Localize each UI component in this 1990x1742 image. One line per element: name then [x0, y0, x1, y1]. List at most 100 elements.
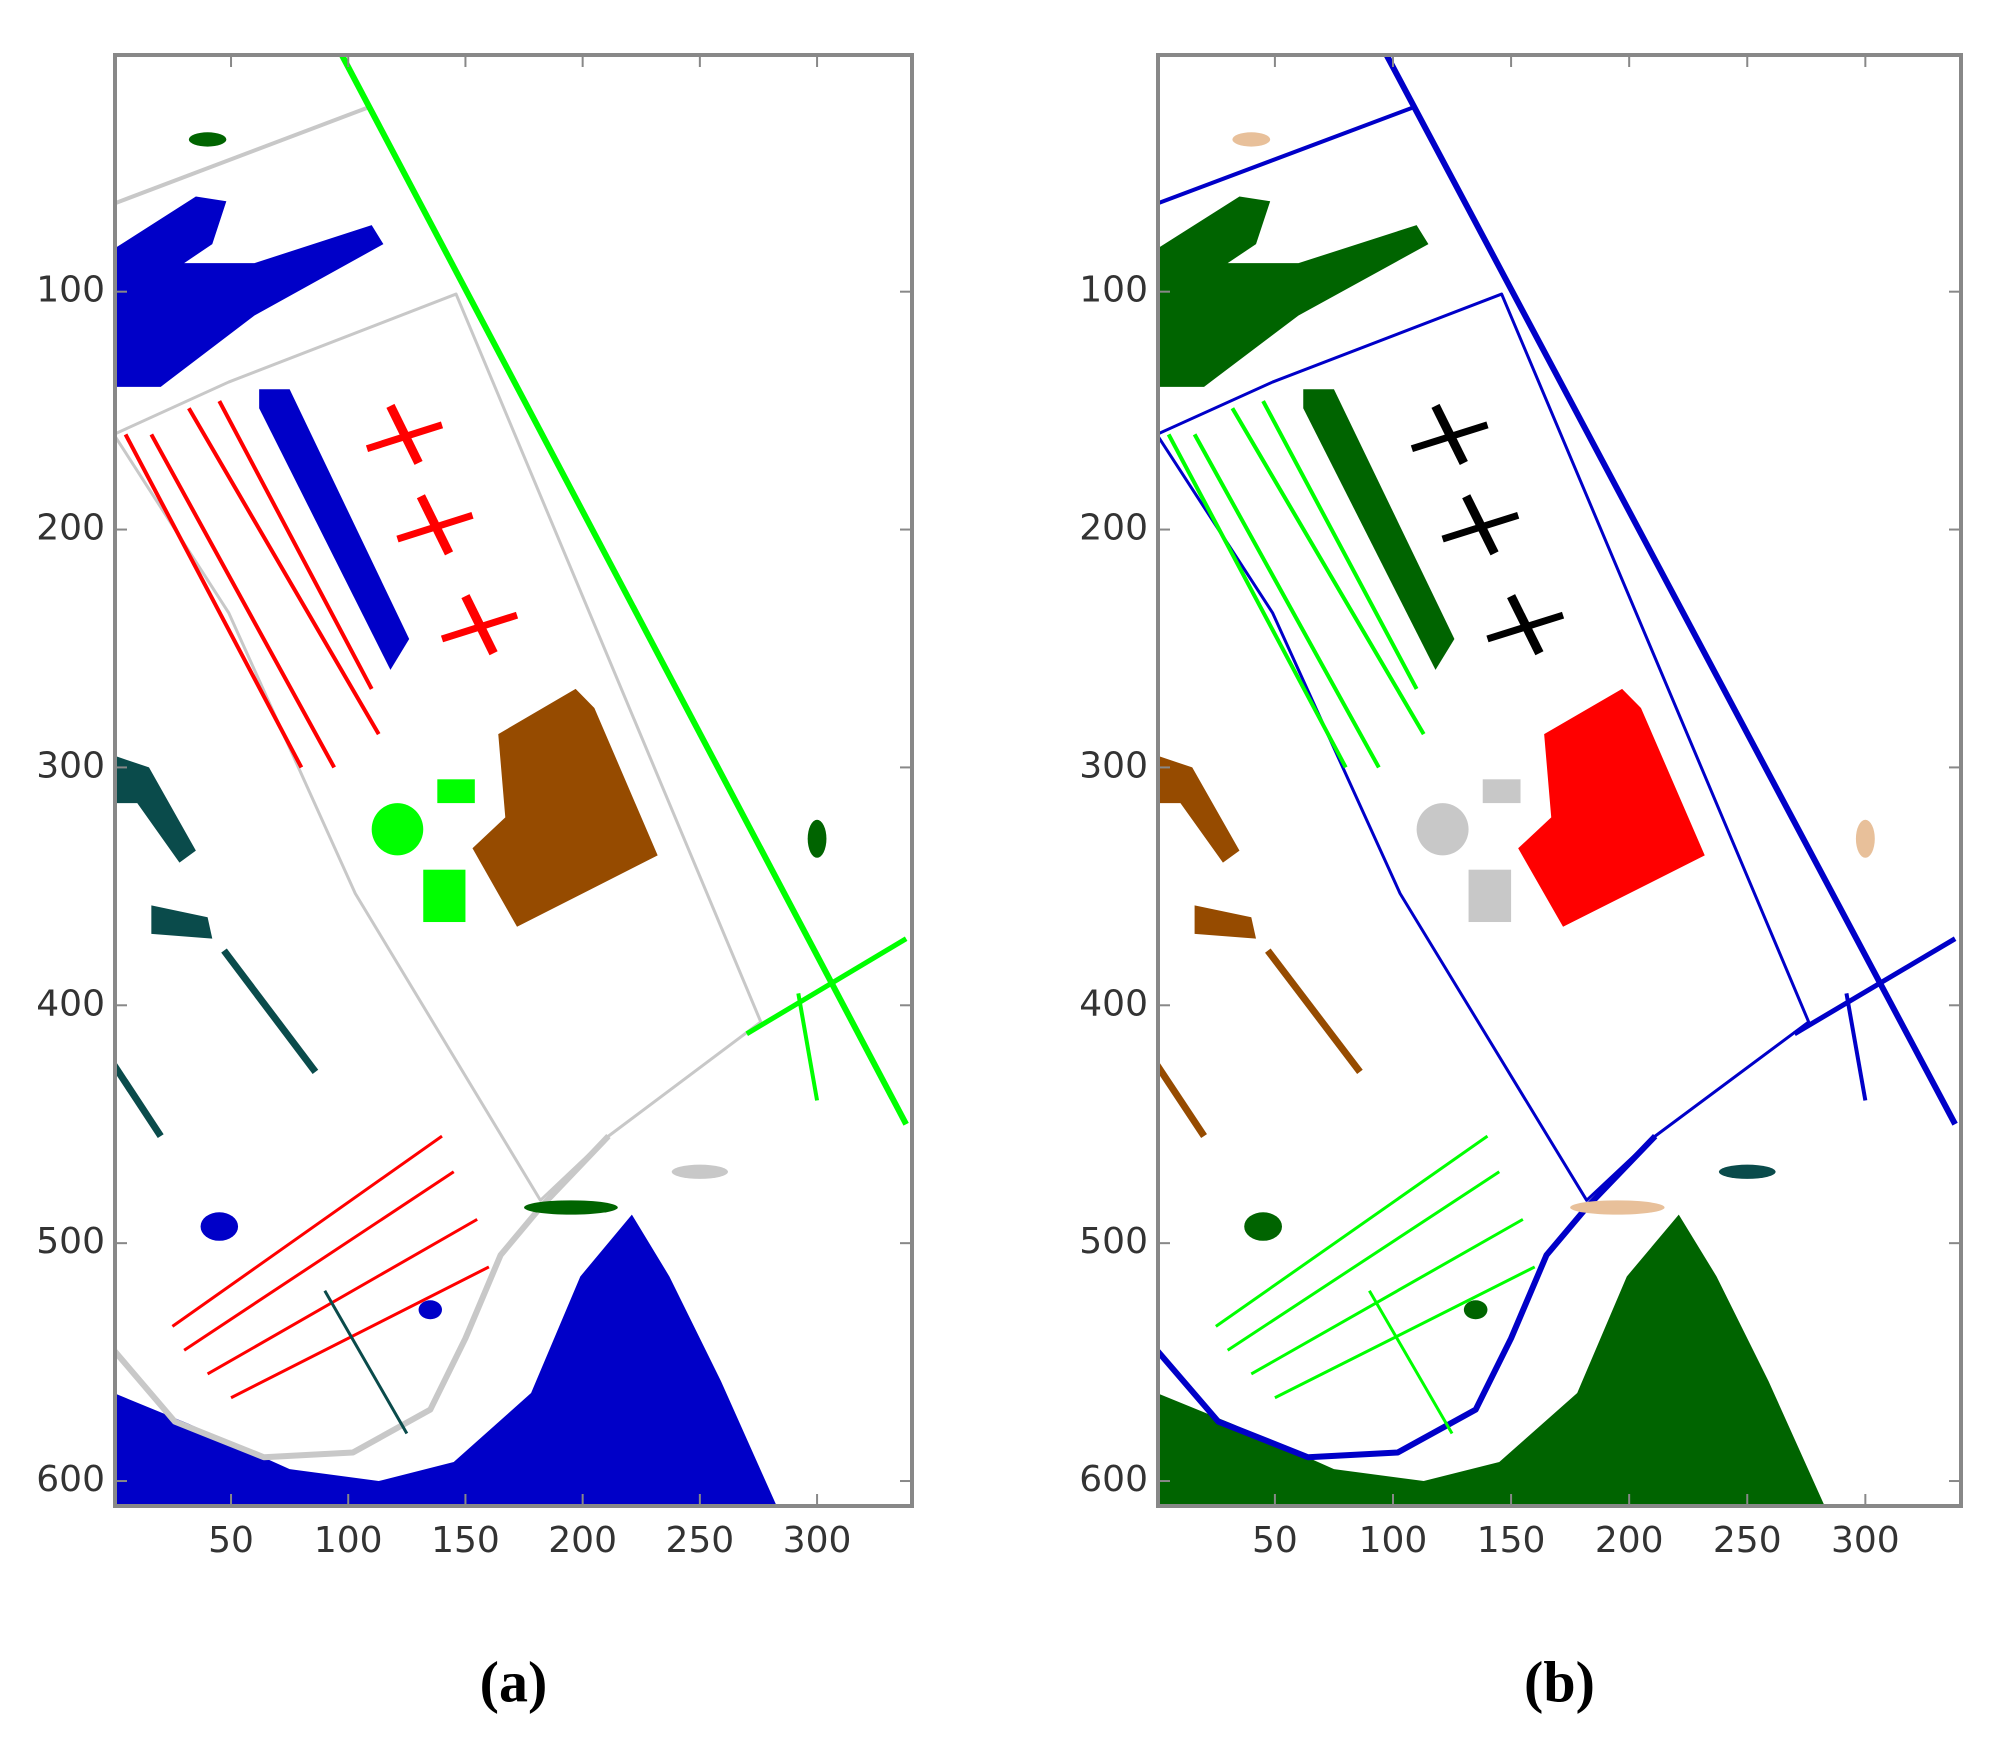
map-region: [208, 1219, 478, 1374]
map-region: [1463, 1300, 1488, 1320]
map-region: [1482, 779, 1521, 804]
y-tick-label: 400: [36, 983, 105, 1024]
x-tick-label: 300: [1831, 1520, 1900, 1561]
map-region: [259, 389, 410, 670]
map-region: [1518, 688, 1705, 927]
map-region: [189, 408, 379, 734]
y-tick-label: 500: [1079, 1221, 1148, 1262]
map-region: [115, 1214, 777, 1506]
x-tick-label: 50: [1252, 1520, 1298, 1561]
y-tick-label: 600: [36, 1459, 105, 1500]
map-region: [172, 1136, 442, 1326]
map-region: [1169, 434, 1346, 767]
map-region: [114, 1065, 161, 1136]
map-region: [1412, 425, 1488, 449]
map-region: [524, 1200, 618, 1215]
y-tick-label: 300: [36, 745, 105, 786]
map-region: [184, 1172, 454, 1350]
x-tick-label: 200: [548, 1520, 617, 1561]
map-region: [1416, 803, 1469, 856]
x-tick-label: 150: [431, 1520, 500, 1561]
classification-map: [1157, 54, 1961, 1506]
y-tick-label: 200: [1079, 508, 1148, 549]
panel: 50 100 150 200 250 300 100 200 300 400 500 600 (b): [1079, 53, 1963, 1714]
map-region: [1855, 819, 1875, 858]
y-tick-label: 500: [36, 1221, 105, 1262]
map-region: [1244, 1212, 1282, 1241]
axes-frame: [113, 53, 914, 1508]
map-region: [1157, 1136, 1655, 1457]
map-region: [1157, 1065, 1204, 1136]
x-tick-label: 250: [665, 1520, 734, 1561]
y-tick-label: 100: [1079, 270, 1148, 311]
map-region: [115, 755, 196, 863]
map-region: [1303, 389, 1455, 670]
map-region: [1846, 993, 1865, 1100]
map-region: [1216, 1136, 1488, 1326]
map-region: [1194, 905, 1257, 939]
x-tick-label: 300: [783, 1520, 852, 1561]
map-region: [747, 939, 906, 1034]
map-region: [1232, 408, 1423, 734]
classification-map: [114, 54, 912, 1506]
y-tick-label: 200: [36, 508, 105, 549]
map-region: [807, 819, 827, 858]
panel-caption: (b): [1524, 1649, 1595, 1714]
map-region: [341, 54, 906, 1124]
map-region: [1158, 196, 1429, 387]
map-region: [1794, 939, 1955, 1034]
map-region: [1268, 951, 1360, 1072]
x-tick-label: 100: [1359, 1520, 1428, 1561]
map-region: [224, 951, 315, 1072]
map-region: [1228, 1172, 1500, 1350]
map-region: [1369, 1291, 1452, 1434]
map-region: [1468, 869, 1512, 923]
map-region: [1386, 54, 1955, 1124]
map-region: [367, 425, 442, 449]
x-tick-label: 250: [1713, 1520, 1782, 1561]
axes-frame: [1156, 53, 1963, 1508]
map-region: [418, 1300, 443, 1320]
panel-caption: (a): [480, 1649, 548, 1714]
x-tick-label: 100: [314, 1520, 383, 1561]
map-region: [423, 869, 466, 923]
x-tick-label: 50: [208, 1520, 254, 1561]
map-region: [114, 106, 372, 204]
map-region: [1443, 515, 1519, 539]
map-region: [325, 1291, 407, 1434]
map-region: [798, 993, 817, 1100]
map-region: [1570, 1200, 1665, 1215]
map-region: [1263, 401, 1417, 689]
map-region: [126, 434, 302, 767]
x-tick-label: 150: [1477, 1520, 1546, 1561]
map-region: [219, 401, 371, 689]
map-region: [1158, 1214, 1825, 1506]
map-region: [437, 779, 475, 804]
map-region: [1275, 1267, 1535, 1398]
map-region: [397, 515, 472, 539]
map-region: [671, 1164, 728, 1179]
map-region: [1487, 615, 1563, 639]
map-region: [151, 434, 334, 767]
panel: 50 100 150 200 250 300 100 200 300 400 500 600 (a): [36, 53, 914, 1714]
map-region: [1232, 132, 1271, 147]
map-region: [1158, 755, 1240, 863]
map-region: [1195, 434, 1379, 767]
map-region: [231, 1267, 489, 1398]
map-region: [1251, 1219, 1523, 1374]
y-tick-label: 100: [36, 270, 105, 311]
map-region: [200, 1212, 239, 1241]
map-region: [188, 132, 227, 147]
y-tick-label: 400: [1079, 983, 1148, 1024]
y-tick-label: 300: [1079, 745, 1148, 786]
map-region: [472, 688, 658, 927]
map-region: [1718, 1164, 1776, 1179]
x-tick-label: 200: [1595, 1520, 1664, 1561]
map-region: [371, 803, 424, 856]
map-region: [1157, 106, 1417, 204]
y-tick-label: 600: [1079, 1459, 1148, 1500]
map-region: [151, 905, 213, 939]
map-region: [114, 1136, 609, 1457]
map-region: [115, 196, 384, 387]
